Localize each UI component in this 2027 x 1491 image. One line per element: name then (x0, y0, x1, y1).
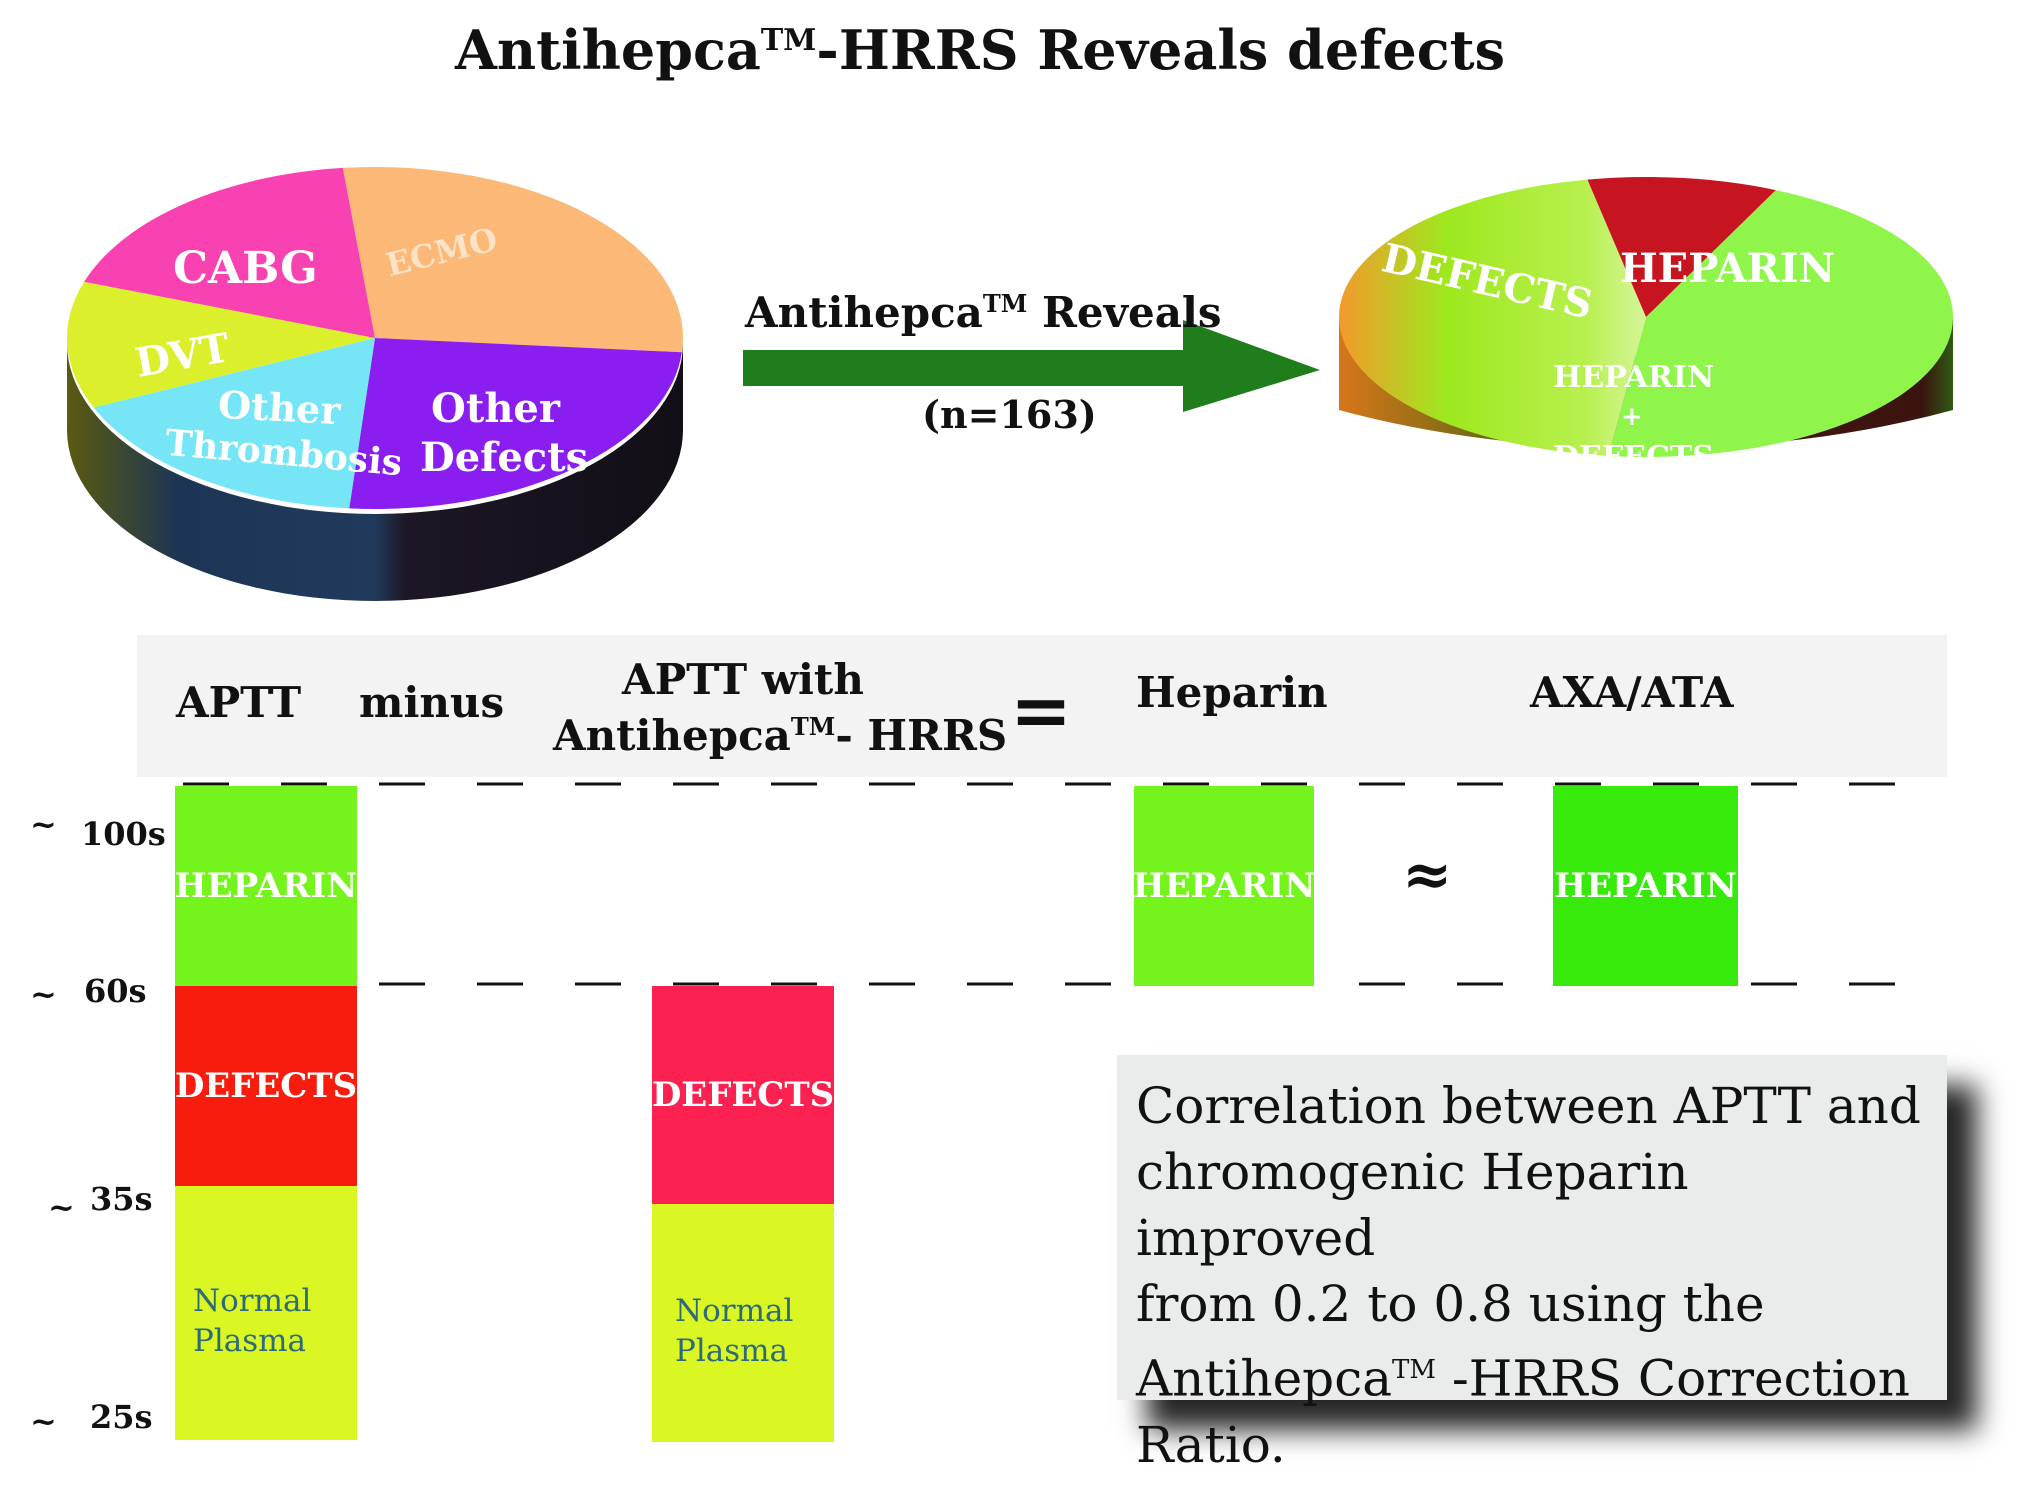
header-equals: = (1010, 668, 1073, 754)
pie-label-other-defects-1: Other (431, 385, 560, 432)
axis-tilde-100: ~ (30, 805, 57, 843)
header-antihepca-tm: TM (790, 712, 836, 741)
left-pie-slice-ecmo (342, 167, 683, 353)
note-line-3: from 0.2 to 0.8 using the (1136, 1275, 1765, 1333)
arrow-label: AntihepcaTM Reveals (745, 288, 1222, 337)
aptt-normal-label-2: Plasma (193, 1323, 307, 1359)
aptt-defects-block: DEFECTS (175, 986, 357, 1186)
axis-tilde-25: ~ (30, 1402, 57, 1440)
axis-tilde-35: ~ (48, 1188, 75, 1226)
header-aptt: APTT (176, 678, 302, 727)
left-pie-slice-cabg (84, 167, 375, 338)
aptt-normal-plasma-block (175, 1186, 357, 1440)
axis-label-100s: 100s (81, 815, 166, 853)
right-pie-slice-heparin-defects (1338, 179, 1646, 456)
note-line-4-rest: -HRRS Correction (1435, 1349, 1910, 1408)
correlation-note: Correlation between APTT and chromogenic… (1117, 1055, 1947, 1474)
arrow-sample-size: (n=163) (922, 392, 1097, 437)
arrow-label-rest: Reveals (1027, 288, 1222, 337)
pie-label-other-defects-2: Defects (420, 434, 589, 481)
hrrs-normal-plasma-block (652, 1204, 834, 1442)
header-heparin: Heparin (1136, 668, 1328, 717)
right-pie-slice-defects (1587, 177, 1776, 317)
header-minus: minus (359, 678, 505, 727)
pie-label-other-thrombosis-1: Other (216, 381, 342, 434)
axis-tilde-60: ~ (30, 975, 57, 1013)
heparin-result-block: HEPARIN (1134, 786, 1314, 986)
axa-ata-heparin-block: HEPARIN (1553, 786, 1738, 986)
header-antihepca-text: Antihepca (553, 711, 791, 760)
page-title: AntihepcaTM-HRRS Reveals defects (0, 18, 1960, 82)
header-antihepca-hrrs: AntihepcaTM- HRRS (553, 711, 1007, 760)
note-line-5: Ratio. (1136, 1415, 1286, 1474)
aptt-normal-label-1: Normal (193, 1283, 312, 1319)
title-tm: TM (760, 23, 817, 58)
equation-header (137, 635, 1947, 777)
approx-symbol: ≈ (1402, 840, 1453, 910)
left-pie-side (67, 343, 683, 601)
pie-label-heparin: HEPARIN (1620, 245, 1835, 292)
note-line-2: chromogenic Heparin improved (1136, 1143, 1689, 1267)
pie-label-heparin-defects-2: + (1621, 402, 1643, 432)
arrow-label-tm: TM (982, 289, 1028, 318)
hrrs-normal-label-1: Normal (675, 1293, 794, 1329)
hrrs-normal-label-2: Plasma (675, 1333, 789, 1369)
pie-label-cabg: CABG (173, 243, 318, 294)
note-line-4-tm: TM (1392, 1355, 1436, 1385)
left-pie-slice-other-thrombosis (93, 338, 376, 509)
right-pie-slice-heparin (1608, 190, 1954, 458)
pie-label-heparin-defects-3: DEFECTS (1553, 440, 1714, 475)
hrrs-defects-block: DEFECTS (652, 986, 834, 1204)
title-text: Antihepca (455, 18, 761, 82)
note-line-1: Correlation between APTT and (1136, 1077, 1921, 1135)
right-pie-chart (1338, 177, 1954, 458)
pie-label-heparin-defects-1: HEPARIN (1553, 360, 1715, 395)
left-pie-chart (67, 167, 683, 601)
left-pie-slice-other-defects (349, 338, 682, 509)
header-axa-ata: AXA/ATA (1530, 668, 1734, 717)
title-rest: -HRRS Reveals defects (816, 18, 1505, 82)
axis-label-35s: 35s (90, 1180, 153, 1218)
left-pie-slice-dvt (67, 281, 376, 408)
note-line-4-text: Antihepca (1136, 1349, 1393, 1408)
header-aptt-with: APTT with (622, 655, 864, 704)
aptt-heparin-block: HEPARIN (175, 786, 357, 986)
header-antihepca-rest: - HRRS (835, 711, 1008, 760)
axis-label-25s: 25s (90, 1398, 153, 1436)
arrow-label-text: Antihepca (745, 288, 983, 337)
axis-label-60s: 60s (84, 972, 147, 1010)
arrow-shape (743, 320, 1320, 412)
note-line-4: AntihepcaTM -HRRS Correction (1136, 1337, 1927, 1412)
